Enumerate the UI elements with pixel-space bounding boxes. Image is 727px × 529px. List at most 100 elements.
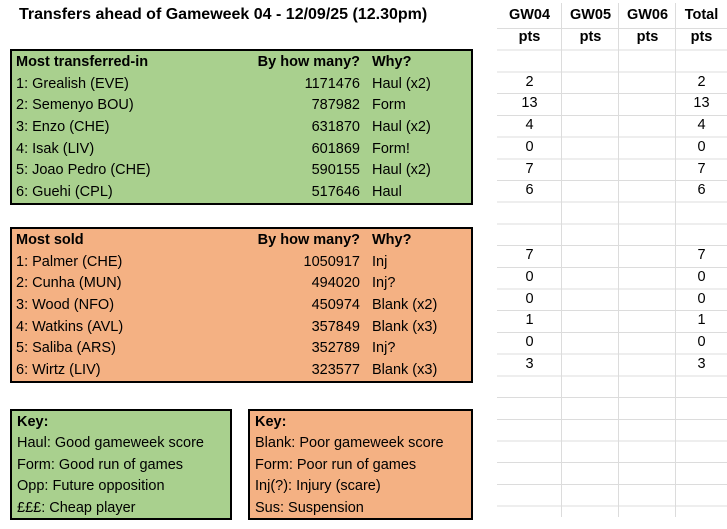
table-row[interactable]: 4: Watkins (AVL) 357849 Blank (x3) — [12, 316, 471, 338]
key-bad-box: Key: Blank: Poor gameweek score Form: Po… — [248, 409, 473, 520]
pts-cell[interactable]: 6 — [697, 182, 706, 199]
table-row[interactable]: 6: Guehi (CPL) 517646 Haul — [12, 181, 471, 203]
pts-cell[interactable]: 0 — [697, 269, 706, 286]
player-cell[interactable]: 4: Isak (LIV) — [16, 140, 95, 157]
pts-cell[interactable]: 2 — [697, 73, 706, 90]
table-row[interactable]: 5: Saliba (ARS) 352789 Inj? — [12, 338, 471, 360]
pts-cell[interactable]: 3 — [525, 355, 534, 372]
gw04-label: GW04 — [508, 7, 551, 23]
pts-cell-empty[interactable] — [676, 224, 727, 246]
why-cell[interactable]: Form! — [372, 140, 410, 157]
table-row[interactable]: 1: Grealish (EVE) 1171476 Haul (x2) — [12, 73, 471, 95]
table-title: Most sold — [16, 231, 84, 248]
pts-cell[interactable]: 0 — [525, 334, 534, 351]
pts-cell-empty[interactable] — [497, 202, 562, 224]
gw05-unit: pts — [579, 28, 602, 45]
pts-cell[interactable]: 0 — [525, 269, 534, 286]
key-line: Form: Poor run of games — [255, 456, 417, 473]
pts-cell[interactable]: 1 — [697, 312, 706, 329]
count-cell[interactable]: 631870 — [311, 118, 360, 135]
count-cell[interactable]: 517646 — [311, 184, 360, 201]
pts-cell[interactable]: 0 — [697, 334, 706, 351]
table-row[interactable]: 1: Palmer (CHE) 1050917 Inj — [12, 251, 471, 273]
why-cell[interactable]: Blank (x3) — [372, 318, 438, 335]
pts-cell-empty[interactable] — [497, 224, 562, 246]
why-cell[interactable]: Inj? — [372, 340, 396, 357]
table-row[interactable]: 6: Wirtz (LIV) 323577 Blank (x3) — [12, 359, 471, 381]
pts-cell[interactable]: 6 — [525, 182, 534, 199]
count-cell[interactable]: 601869 — [311, 140, 360, 157]
count-cell[interactable]: 323577 — [311, 362, 360, 379]
pts-cell[interactable]: 7 — [525, 160, 534, 177]
count-cell[interactable]: 357849 — [311, 318, 360, 335]
pts-cell[interactable]: 0 — [525, 138, 534, 155]
why-column-header: Why? — [372, 231, 412, 248]
count-cell[interactable]: 1171476 — [304, 75, 360, 92]
total-points-column: 2 13 4 0 7 6 7 0 0 1 0 3 — [676, 50, 727, 376]
player-cell[interactable]: 3: Wood (NFO) — [16, 296, 115, 313]
table-row[interactable]: 5: Joao Pedro (CHE) 590155 Haul (x2) — [12, 160, 471, 182]
player-cell[interactable]: 1: Palmer (CHE) — [16, 253, 123, 270]
why-cell[interactable]: Haul (x2) — [372, 162, 431, 179]
table-row[interactable]: 2: Cunha (MUN) 494020 Inj? — [12, 272, 471, 294]
key-line: £££: Cheap player — [17, 499, 136, 516]
col-header-gw06: GW06 pts — [619, 5, 676, 48]
col-header-gw05: GW05 pts — [562, 5, 619, 48]
pts-cell[interactable]: 7 — [697, 247, 706, 264]
count-cell[interactable]: 494020 — [311, 275, 360, 292]
pts-cell[interactable]: 2 — [525, 73, 534, 90]
table-row[interactable]: 2: Semenyo BOU) 787982 Form — [12, 94, 471, 116]
why-cell[interactable]: Form — [372, 97, 406, 114]
pts-cell[interactable]: 13 — [521, 95, 538, 112]
total-unit: pts — [690, 28, 713, 45]
pts-cell[interactable]: 4 — [697, 117, 706, 134]
key-line: Inj(?): Injury (scare) — [255, 478, 381, 495]
pts-cell-empty[interactable] — [676, 202, 727, 224]
player-cell[interactable]: 2: Cunha (MUN) — [16, 275, 122, 292]
player-cell[interactable]: 6: Guehi (CPL) — [16, 184, 113, 201]
count-cell[interactable]: 352789 — [311, 340, 360, 357]
pts-cell[interactable]: 0 — [525, 290, 534, 307]
table-row[interactable]: 3: Enzo (CHE) 631870 Haul (x2) — [12, 116, 471, 138]
player-cell[interactable]: 4: Watkins (AVL) — [16, 318, 124, 335]
transferred-in-table: Most transferred-in By how many? Why? 1:… — [10, 49, 473, 205]
why-cell[interactable]: Haul (x2) — [372, 118, 431, 135]
pts-cell[interactable]: 0 — [697, 138, 706, 155]
pts-cell[interactable]: 13 — [693, 95, 710, 112]
gridline-vertical — [561, 3, 562, 517]
key-line: Haul: Good gameweek score — [17, 435, 204, 452]
gw05-label: GW05 — [569, 7, 612, 23]
count-cell[interactable]: 787982 — [311, 97, 360, 114]
count-cell[interactable]: 450974 — [311, 296, 360, 313]
pts-cell-empty[interactable] — [497, 50, 562, 72]
why-cell[interactable]: Haul (x2) — [372, 75, 431, 92]
player-cell[interactable]: 2: Semenyo BOU) — [16, 97, 134, 114]
pts-cell[interactable]: 7 — [697, 160, 706, 177]
pts-cell[interactable]: 3 — [697, 355, 706, 372]
table-row[interactable]: 4: Isak (LIV) 601869 Form! — [12, 138, 471, 160]
table-row[interactable]: 3: Wood (NFO) 450974 Blank (x2) — [12, 294, 471, 316]
pts-cell[interactable]: 7 — [525, 247, 534, 264]
gw04-unit: pts — [518, 28, 541, 45]
count-cell[interactable]: 1050917 — [303, 253, 360, 270]
key-good-box: Key: Haul: Good gameweek score Form: Goo… — [10, 409, 232, 520]
why-cell[interactable]: Inj — [372, 253, 388, 270]
pts-cell-empty[interactable] — [676, 50, 727, 72]
player-cell[interactable]: 1: Grealish (EVE) — [16, 75, 129, 92]
why-cell[interactable]: Blank (x3) — [372, 362, 438, 379]
pts-cell[interactable]: 4 — [525, 117, 534, 134]
player-cell[interactable]: 5: Joao Pedro (CHE) — [16, 162, 151, 179]
gridline-vertical — [675, 3, 676, 517]
player-cell[interactable]: 3: Enzo (CHE) — [16, 118, 110, 135]
why-column-header: Why? — [372, 53, 412, 70]
player-cell[interactable]: 5: Saliba (ARS) — [16, 340, 116, 357]
total-label: Total — [684, 7, 719, 23]
why-cell[interactable]: Blank (x2) — [372, 296, 438, 313]
col-header-total: Total pts — [676, 5, 727, 48]
count-cell[interactable]: 590155 — [311, 162, 360, 179]
why-cell[interactable]: Haul — [372, 184, 402, 201]
pts-cell[interactable]: 1 — [525, 312, 534, 329]
player-cell[interactable]: 6: Wirtz (LIV) — [16, 362, 101, 379]
pts-cell[interactable]: 0 — [697, 290, 706, 307]
why-cell[interactable]: Inj? — [372, 275, 396, 292]
